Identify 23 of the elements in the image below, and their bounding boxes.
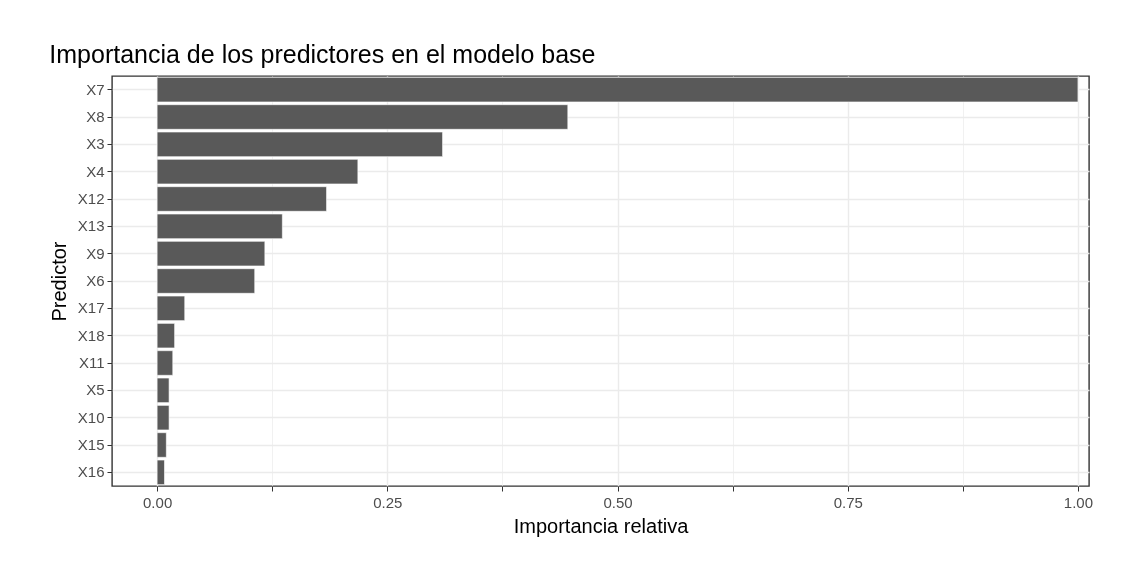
y-tick-label: X4: [86, 162, 105, 180]
y-tick-label: X6: [86, 272, 105, 289]
y-tick-label: X5: [86, 381, 105, 399]
chart-title: Importancia de los predictores en el modelo base: [49, 40, 596, 68]
y-tick-label: X7: [86, 80, 105, 98]
y-tick-label: X17: [77, 299, 105, 317]
y-tick-label: X18: [77, 326, 105, 344]
y-tick-label: X8: [86, 108, 105, 125]
y-tick-label: X9: [86, 244, 105, 262]
x-tick-label: 0.75: [833, 493, 863, 511]
y-tick-label: X13: [77, 217, 105, 235]
y-tick-label: X16: [77, 463, 105, 481]
x-tick-label: 1.00: [1063, 493, 1094, 511]
y-tick-label: X3: [86, 135, 105, 153]
x-axis-title: Importancia relativa: [513, 514, 690, 537]
x-tick-label: 0.00: [143, 493, 173, 511]
x-tick-label: 0.50: [603, 493, 633, 511]
y-tick-label: X10: [77, 408, 105, 426]
y-tick-label: X15: [77, 436, 105, 453]
y-tick-label: X11: [78, 354, 105, 371]
x-tick-label: 0.25: [373, 493, 403, 511]
y-tick-label: X12: [77, 190, 105, 207]
y-axis-title: Predictor: [47, 241, 70, 322]
